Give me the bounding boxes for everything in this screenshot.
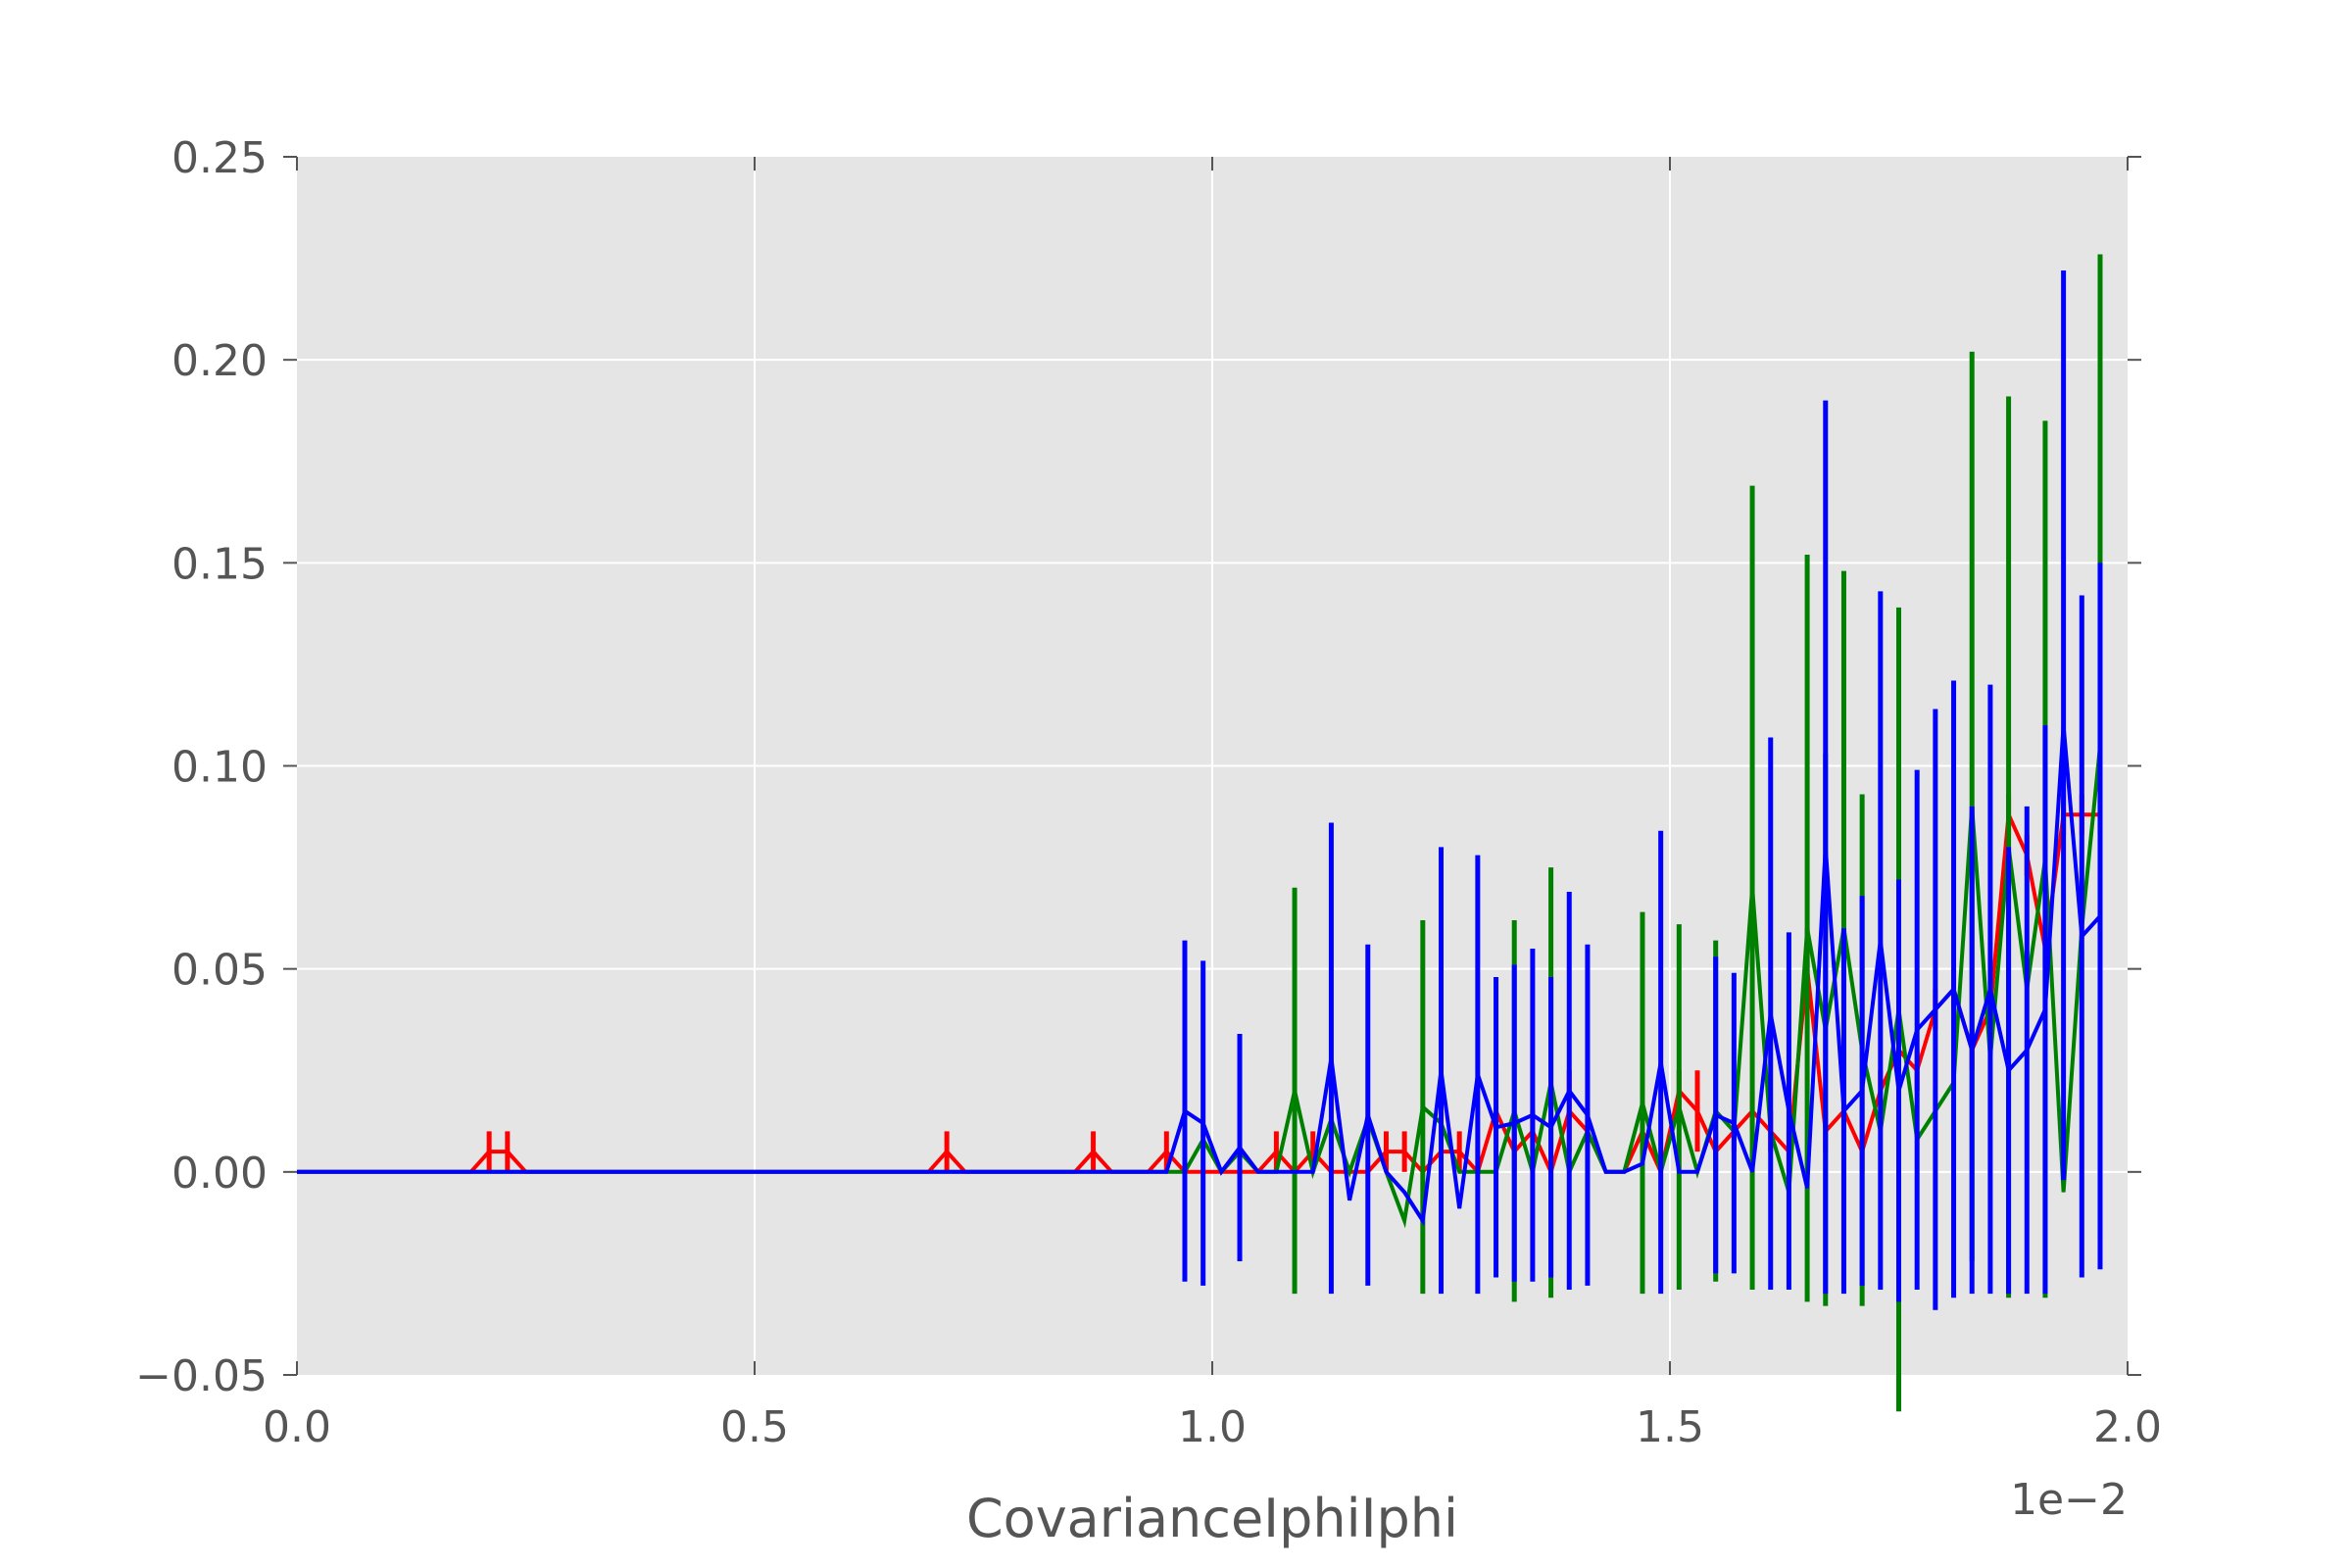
y-tick-label: 0.00 xyxy=(172,1149,268,1199)
y-tick-label: −0.05 xyxy=(135,1351,268,1401)
x-tick-label: 0.0 xyxy=(263,1402,331,1452)
x-tick-label: 1.0 xyxy=(1178,1402,1247,1452)
y-tick-label: 0.15 xyxy=(172,539,268,589)
y-tick-label: 0.20 xyxy=(172,336,268,386)
grid-lines xyxy=(297,157,2128,1375)
axis-ticks: 0.0 0.5 1.0 1.5 2.0 −0.05 0.00 0.05 0.10 0.15 0.20… xyxy=(135,133,2162,1452)
y-tick-label: 0.25 xyxy=(172,133,268,183)
x-tick-label: 1.5 xyxy=(1636,1402,1704,1452)
x-axis-label: CovarianceIphiIphi xyxy=(966,1488,1458,1549)
y-tick-label: 0.05 xyxy=(172,946,268,996)
series-layer xyxy=(297,254,2103,1412)
series-3 xyxy=(297,270,2103,1310)
x-tick-label: 2.0 xyxy=(2093,1402,2162,1452)
x-tick-label: 0.5 xyxy=(720,1402,789,1452)
series-line xyxy=(297,724,2102,1227)
x-axis-offset-label: 1e−2 xyxy=(2010,1475,2128,1525)
y-tick-label: 0.10 xyxy=(172,743,268,793)
